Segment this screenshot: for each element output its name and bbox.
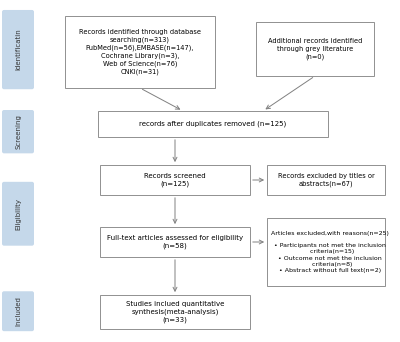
Text: Records identified through database
searching(n=313)
PubMed(n=56),EMBASE(n=147),: Records identified through database sear… bbox=[79, 29, 201, 75]
Text: Eligibility: Eligibility bbox=[15, 198, 21, 230]
Text: Full-text articles assessed for eligibility
(n=58): Full-text articles assessed for eligibil… bbox=[107, 235, 243, 249]
FancyBboxPatch shape bbox=[2, 182, 34, 246]
Bar bbox=[100, 295, 250, 329]
Text: Identificatin: Identificatin bbox=[15, 29, 21, 70]
Text: Screening: Screening bbox=[15, 114, 21, 149]
Bar bbox=[100, 227, 250, 257]
FancyBboxPatch shape bbox=[2, 10, 34, 89]
Text: Included: Included bbox=[15, 296, 21, 326]
Text: Additional records identified
through grey literature
(n=0): Additional records identified through gr… bbox=[268, 38, 362, 60]
FancyBboxPatch shape bbox=[2, 110, 34, 153]
Bar bbox=[256, 22, 374, 76]
Text: Records screened
(n=125): Records screened (n=125) bbox=[144, 173, 206, 187]
Bar bbox=[267, 165, 385, 195]
Bar bbox=[65, 16, 215, 88]
Text: Records excluded by titles or
abstracts(n=67): Records excluded by titles or abstracts(… bbox=[278, 173, 374, 187]
Text: Studies inclued quantitative
synthesis(meta-analysis)
(n=33): Studies inclued quantitative synthesis(m… bbox=[126, 301, 224, 323]
FancyBboxPatch shape bbox=[2, 291, 34, 331]
Bar bbox=[100, 165, 250, 195]
Bar bbox=[267, 218, 385, 286]
Text: records after duplicates removed (n=125): records after duplicates removed (n=125) bbox=[139, 121, 287, 127]
Bar bbox=[98, 111, 328, 137]
Text: Articles excluded,with reasons(n=25)

• Participants not met the inclusion
  cri: Articles excluded,with reasons(n=25) • P… bbox=[271, 231, 389, 273]
